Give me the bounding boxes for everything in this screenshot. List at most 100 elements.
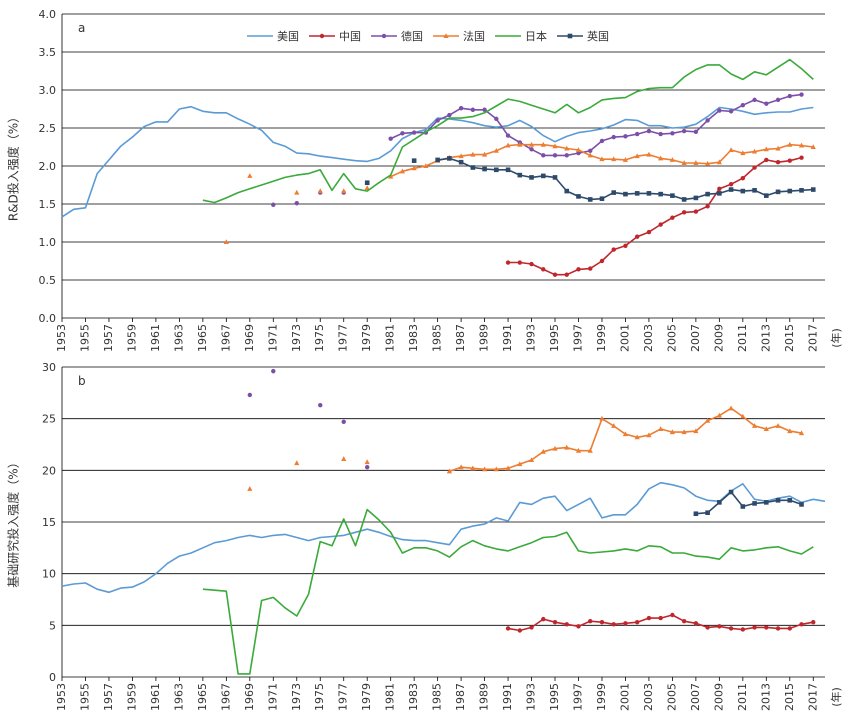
data-point-china: [552, 620, 558, 625]
data-point-china: [634, 620, 640, 625]
data-point-germany: [634, 131, 640, 137]
x-tick-label: 1995: [548, 324, 561, 352]
data-point-france: [388, 173, 394, 179]
data-point-france: [505, 142, 511, 148]
data-point-china: [670, 215, 675, 220]
y-tick-label: 1.0: [39, 236, 57, 249]
data-point-germany: [588, 148, 593, 153]
data-point-france: [517, 461, 523, 467]
data-point-germany: [705, 118, 710, 123]
data-point-china: [740, 175, 746, 181]
data-point-china: [705, 204, 710, 209]
x-tick-label: 1987: [454, 683, 467, 711]
data-point-china: [564, 622, 569, 627]
x-tick-label: 1991: [501, 683, 514, 711]
x-tick-label: 1961: [149, 683, 162, 711]
data-point-france: [517, 141, 523, 147]
x-tick-label: 1991: [501, 324, 514, 352]
data-point-france: [247, 173, 253, 178]
data-point-uk: [752, 188, 757, 193]
data-point-france: [658, 426, 664, 431]
legend-marker: [443, 33, 449, 38]
data-point-germany: [740, 103, 746, 108]
data-point-uk: [775, 189, 781, 195]
data-point-france: [728, 405, 734, 411]
data-point-china: [623, 243, 628, 248]
data-point-uk: [728, 489, 734, 495]
series-line-uk: [695, 491, 802, 515]
panel-a-y-axis-label: R&D投入强度（%）: [6, 111, 21, 221]
data-point-china: [552, 272, 558, 277]
data-point-france: [540, 141, 546, 147]
data-point-china: [764, 625, 769, 630]
data-point-france: [364, 459, 370, 465]
y-tick-label: 5: [49, 619, 56, 632]
data-point-china: [564, 272, 569, 277]
x-tick-label: 1977: [337, 683, 350, 711]
data-point-germany: [728, 109, 734, 114]
data-point-france: [775, 145, 781, 151]
data-point-france: [634, 153, 640, 159]
data-point-france: [763, 426, 769, 431]
data-point-china: [728, 182, 734, 187]
data-point-france: [470, 465, 476, 471]
data-point-uk: [447, 156, 452, 161]
legend-item-china: 中国: [309, 30, 361, 43]
data-point-germany: [447, 112, 452, 118]
data-point-china: [775, 626, 781, 631]
data-point-china: [752, 625, 757, 630]
data-point-germany: [388, 136, 393, 141]
x-tick-label: 1983: [407, 683, 420, 711]
x-tick-label: 2015: [783, 324, 796, 352]
data-point-china: [646, 615, 652, 621]
x-tick-label: 1961: [149, 324, 162, 352]
data-point-france: [751, 148, 758, 154]
data-point-germany: [670, 131, 675, 136]
x-tick-label: 1981: [384, 324, 397, 352]
data-point-france: [798, 142, 805, 148]
x-tick-label: 1987: [454, 324, 467, 352]
x-tick-label: 1979: [360, 683, 373, 711]
data-point-uk: [728, 187, 734, 192]
data-point-france: [693, 160, 699, 165]
y-tick-label: 0.5: [39, 274, 57, 287]
x-tick-label: 2015: [783, 683, 796, 711]
data-point-france: [587, 152, 593, 158]
x-tick-label: 2007: [689, 324, 702, 352]
data-point-france: [669, 429, 675, 435]
x-tick-label: 1997: [571, 324, 584, 352]
x-tick-label: 1989: [478, 683, 491, 711]
legend-marker: [319, 33, 325, 39]
x-tick-label: 2013: [759, 324, 772, 352]
data-point-uk: [470, 165, 476, 170]
data-point-uk: [705, 510, 710, 515]
data-point-china: [740, 627, 746, 632]
data-point-china: [764, 157, 769, 163]
data-point-france: [740, 150, 746, 156]
data-point-germany: [775, 97, 781, 103]
data-point-france: [693, 428, 699, 434]
x-tick-label: 1975: [313, 683, 326, 711]
data-point-france: [223, 239, 229, 244]
x-tick-label: 2009: [712, 324, 725, 352]
data-point-china: [799, 155, 804, 160]
data-point-france: [552, 143, 558, 149]
data-point-china: [658, 222, 663, 227]
x-tick-label: 2003: [642, 683, 655, 711]
data-point-france: [564, 444, 570, 450]
data-point-uk: [740, 504, 746, 509]
data-point-uk: [517, 172, 523, 178]
x-tick-label: 1973: [290, 683, 303, 711]
series-germany: [271, 92, 804, 207]
x-tick-label: 2005: [665, 324, 678, 352]
legend-item-japan: 日本: [495, 29, 547, 43]
data-point-uk: [587, 197, 593, 202]
data-point-uk: [764, 193, 769, 198]
panel-b-x-tick-labels: 1953 1955 1957 1959 1961 1963 1965 1967 1969 1971…: [55, 677, 819, 711]
series-china: [505, 612, 816, 633]
data-point-france: [751, 423, 758, 428]
data-point-china: [658, 615, 663, 621]
data-point-china: [646, 229, 652, 235]
data-point-france: [458, 464, 464, 470]
